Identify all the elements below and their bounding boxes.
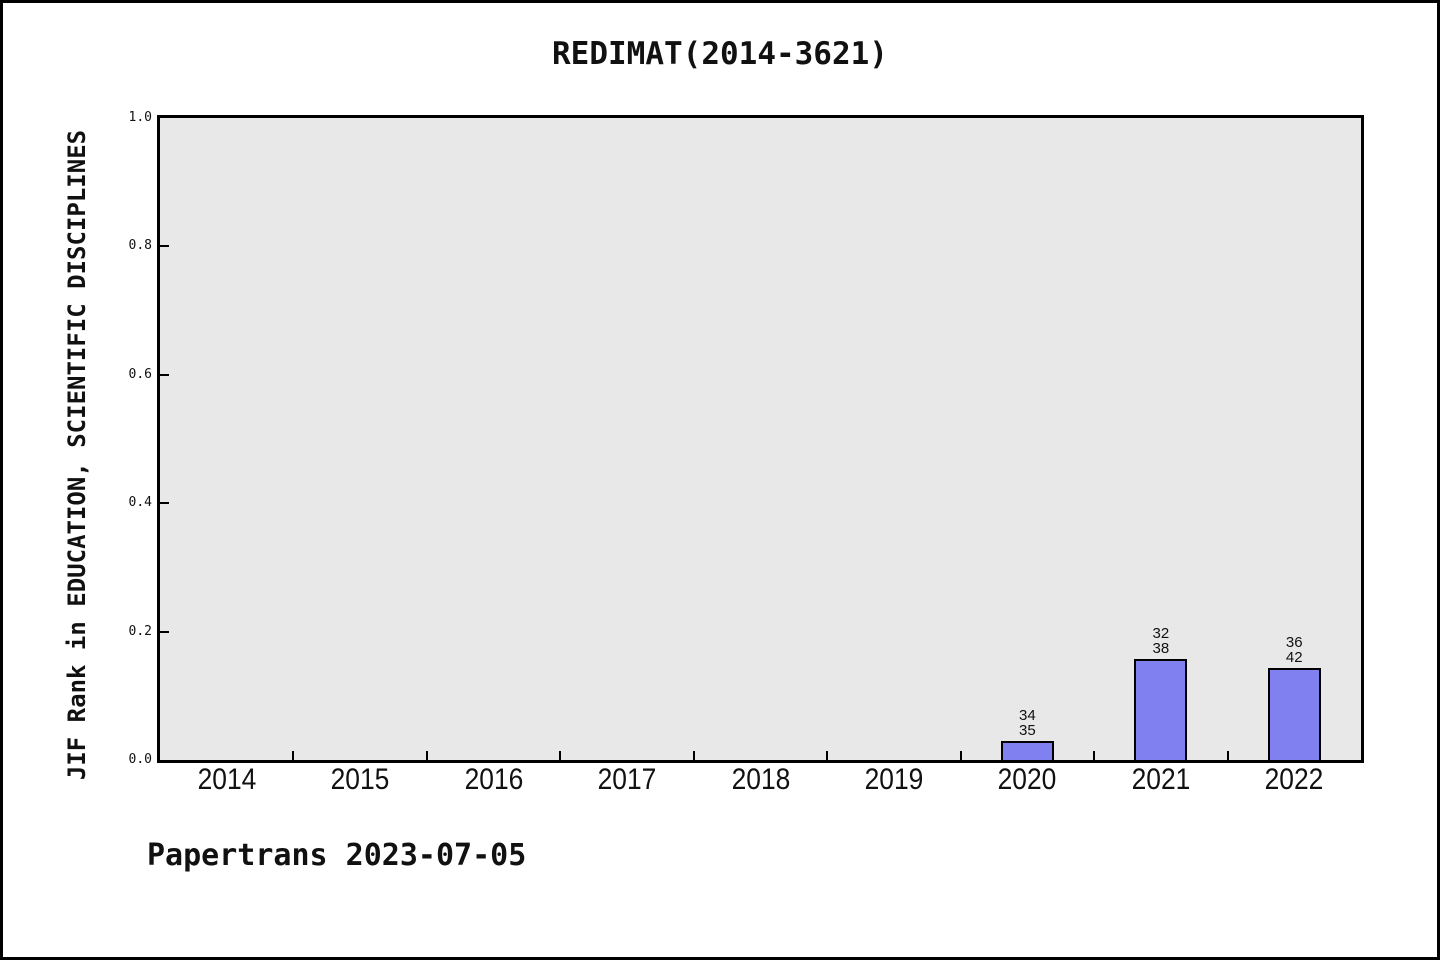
bar <box>1134 659 1188 760</box>
y-tick-label: 0.4 <box>128 495 152 511</box>
x-tick-label: 2020 <box>998 763 1057 796</box>
x-tick-label: 2016 <box>464 763 523 796</box>
x-tick-label: 2018 <box>731 763 790 796</box>
y-tick-label: 1.0 <box>128 110 152 125</box>
bar-value-line: 32 <box>1152 625 1170 642</box>
y-tick-label: 0.6 <box>128 366 152 382</box>
bar-value-label: 34 35 <box>982 708 1072 738</box>
y-tick-label: 0.0 <box>128 752 152 767</box>
bar-value-line: 35 <box>1019 722 1036 739</box>
y-axis-label: JIF Rank in EDUCATION, SCIENTIFIC DISCIP… <box>63 129 91 781</box>
bar <box>1000 741 1054 760</box>
x-tick-label: 2017 <box>597 763 657 796</box>
bar-value-line: 34 <box>1019 707 1036 724</box>
x-tick-mark <box>1093 751 1096 760</box>
y-tick-mark <box>160 502 169 505</box>
x-tick-label: 2019 <box>864 763 924 796</box>
footer-watermark: Papertrans 2023-07-05 <box>147 838 527 873</box>
chart-title: REDIMAT(2014-3621) <box>552 36 888 72</box>
bar-value-label: 32 38 <box>1116 626 1206 656</box>
bar-value-line: 38 <box>1152 640 1170 657</box>
y-tick-label: 0.8 <box>128 238 152 254</box>
x-tick-label: 2021 <box>1131 763 1191 796</box>
bar-value-label: 36 42 <box>1249 635 1339 665</box>
bar <box>1267 668 1321 760</box>
x-tick-mark <box>826 751 829 760</box>
x-tick-mark <box>292 751 295 760</box>
y-tick-mark <box>160 245 169 248</box>
x-tick-label: 2022 <box>1264 763 1324 796</box>
x-tick-mark <box>692 751 695 760</box>
x-tick-mark <box>559 751 562 760</box>
y-axis-label-container: JIF Rank in EDUCATION, SCIENTIFIC DISCIP… <box>53 115 101 795</box>
x-tick-mark <box>425 751 428 760</box>
x-tick-label: 2015 <box>330 763 390 796</box>
x-tick-mark <box>959 751 962 760</box>
bar-value-line: 42 <box>1285 649 1303 666</box>
y-tick-label: 0.2 <box>128 623 152 639</box>
x-tick-label: 2014 <box>197 763 257 796</box>
plot-area: 34 35 32 38 36 42 <box>157 115 1364 763</box>
bar-value-line: 36 <box>1285 634 1303 651</box>
x-tick-mark <box>1226 751 1229 760</box>
y-tick-mark <box>160 630 169 633</box>
y-tick-mark <box>160 373 169 376</box>
